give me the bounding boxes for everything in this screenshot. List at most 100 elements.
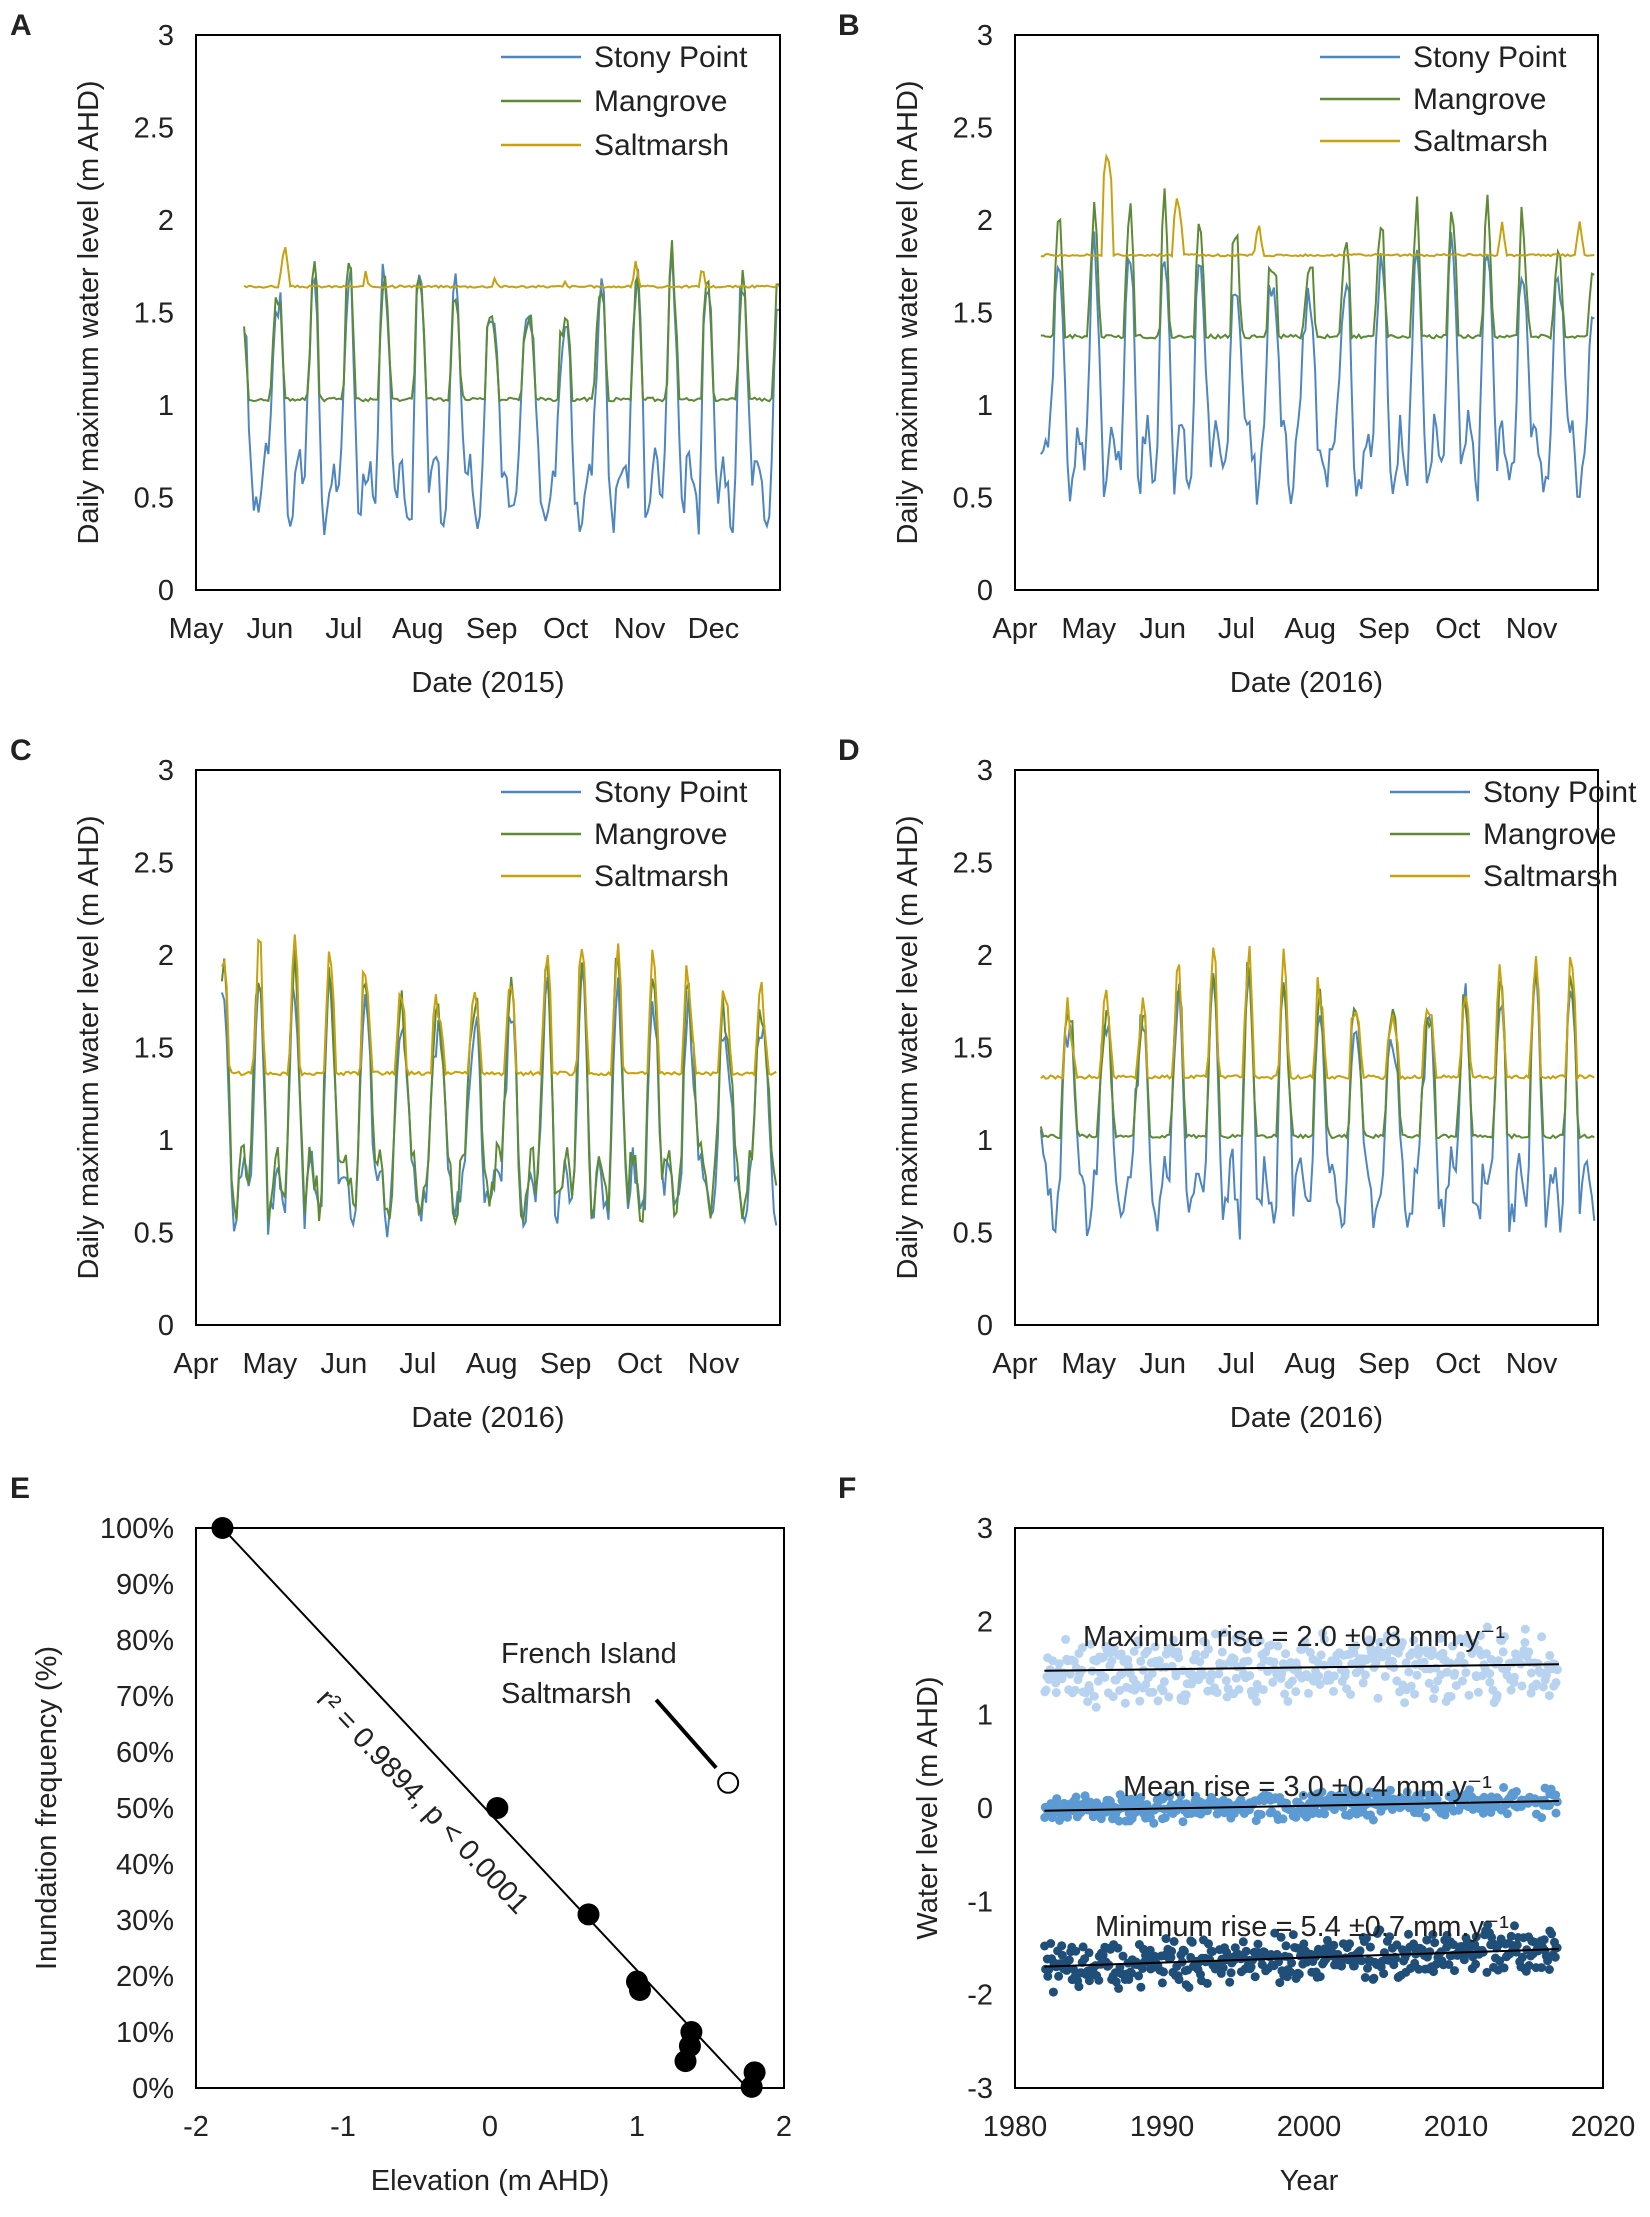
y-tick-label: 0 (977, 1793, 993, 1825)
data-point-minimum (1275, 1978, 1285, 1988)
x-tick-label: Sep (1358, 613, 1410, 645)
annotation-pointer (654, 1698, 718, 1770)
data-point-minimum (1414, 1964, 1424, 1974)
data-point-mean (1544, 1801, 1554, 1810)
data-point-minimum (1074, 1982, 1084, 1992)
data-point-minimum (1517, 1952, 1527, 1962)
data-point-maximum (1429, 1694, 1439, 1704)
x-tick-label: 1980 (983, 2111, 1048, 2143)
y-tick-label: 0 (977, 575, 993, 607)
y-tick-label: 80% (116, 1625, 174, 1657)
x-tick-label: May (1061, 1348, 1116, 1380)
data-point-maximum (1351, 1641, 1361, 1651)
data-point-minimum (1084, 1948, 1094, 1958)
data-point-mean (1149, 1818, 1159, 1828)
data-point-maximum (1116, 1649, 1126, 1659)
data-point-minimum (1225, 1977, 1235, 1987)
data-point-maximum (1136, 1656, 1146, 1666)
data-point-maximum (1319, 1635, 1329, 1644)
data-point-minimum (1187, 1937, 1197, 1947)
data-point-maximum (1305, 1648, 1315, 1657)
data-point-maximum (1118, 1668, 1128, 1678)
data-point-maximum (1061, 1634, 1071, 1644)
data-point-maximum (1245, 1671, 1255, 1681)
panel-f: F -3 -2 -1 0 1 2 3 1980 1990 2000 2010 2020 Year Water… (838, 1472, 1635, 2197)
data-point-minimum (1329, 1940, 1339, 1950)
data-point-minimum (1114, 1983, 1124, 1993)
x-tick-label: Sep (540, 1348, 592, 1380)
data-point-minimum (1537, 1963, 1546, 1973)
data-point-maximum (1153, 1696, 1163, 1706)
data-point-minimum (1250, 1972, 1260, 1982)
data-point-minimum (1167, 1946, 1177, 1956)
x-tick-label: Aug (392, 613, 444, 645)
data-point-maximum (1478, 1671, 1487, 1681)
y-tick-label: 30% (116, 1905, 174, 1937)
data-point-maximum (1277, 1669, 1287, 1679)
data-point-maximum (1086, 1639, 1096, 1649)
data-point-minimum (1539, 1935, 1549, 1945)
data-point-minimum (1355, 1946, 1365, 1956)
data-point-mean (1052, 1794, 1062, 1804)
x-tick-label: Sep (1358, 1348, 1410, 1380)
data-point-minimum (1208, 1947, 1217, 1956)
data-point-maximum (1424, 1678, 1434, 1688)
data-point-maximum (1506, 1685, 1516, 1695)
data-point-mean (1291, 1812, 1301, 1822)
x-tick-label: Jul (399, 1348, 436, 1380)
data-point-mean (1402, 1787, 1412, 1797)
x-tick-label: Oct (1435, 613, 1480, 645)
data-point-minimum (1444, 1960, 1454, 1969)
data-point-maximum (1255, 1636, 1265, 1646)
data-point-maximum (1243, 1656, 1253, 1666)
series-line-mangrove (220, 949, 778, 1227)
data-point-maximum (1410, 1689, 1420, 1699)
trend-line-maximum (1044, 1663, 1559, 1672)
data-point-maximum (1544, 1691, 1554, 1701)
data-point-minimum (1552, 1943, 1562, 1953)
y-tick-label: 2.5 (953, 113, 993, 145)
y-tick-label: 1.5 (134, 1033, 174, 1065)
data-point-maximum (1281, 1649, 1291, 1659)
data-point-minimum (1226, 1968, 1236, 1978)
data-point-maximum (1100, 1672, 1110, 1682)
panel-letter-e: E (10, 1472, 30, 1505)
data-point-minimum (1136, 1982, 1146, 1992)
data-point-minimum (1483, 1920, 1493, 1930)
y-tick-label: 1.5 (134, 298, 174, 330)
series-line-saltmarsh (1040, 945, 1595, 1082)
data-point-maximum (1360, 1670, 1370, 1680)
data-point-minimum (1379, 1969, 1389, 1979)
data-point-maximum (1404, 1667, 1414, 1677)
x-tick-label: Sep (466, 613, 518, 645)
data-point-mean (1114, 1816, 1124, 1826)
data-point-mean (1136, 1793, 1146, 1802)
open-data-point (717, 1771, 740, 1794)
panel-c: C 0 0.5 1 1.5 2 2.5 3 Apr May Jun Jul Aug Sep Oct Nov Da… (10, 734, 781, 1434)
panel-letter-a: A (10, 9, 32, 42)
data-point-maximum (1464, 1690, 1474, 1700)
trend-label-minimum: Minimum rise = 5.4 ±0.7 mm.y⁻¹ (1095, 1911, 1509, 1943)
data-point-minimum (1094, 1975, 1104, 1985)
data-point-minimum (1362, 1933, 1371, 1943)
data-point-maximum (1134, 1639, 1143, 1649)
data-point-minimum (1241, 1946, 1251, 1956)
data-point-maximum (1541, 1670, 1551, 1680)
data-point-maximum (1219, 1628, 1229, 1638)
data-point-minimum (1246, 1962, 1256, 1972)
data-point-minimum (1404, 1929, 1413, 1939)
x-axis-title: Year (1280, 2165, 1339, 2197)
data-point-mean (1478, 1808, 1488, 1818)
y-tick-label: 1 (977, 390, 993, 422)
y-tick-label: 1 (977, 1700, 993, 1732)
data-point-maximum (1400, 1698, 1410, 1708)
x-tick-label: Aug (466, 1348, 518, 1380)
panel-a: A 0 0.5 1 1.5 2 2.5 3 May Jun Jul Aug Sep Oct Nov Dec Da… (10, 9, 781, 699)
data-point-maximum (1412, 1670, 1422, 1680)
annotation-label-line1: French Island (501, 1638, 677, 1670)
data-point-minimum (1127, 1968, 1137, 1978)
data-point-maximum (1435, 1633, 1445, 1643)
data-point-mean (1421, 1812, 1431, 1822)
series-line-saltmarsh (243, 247, 780, 290)
